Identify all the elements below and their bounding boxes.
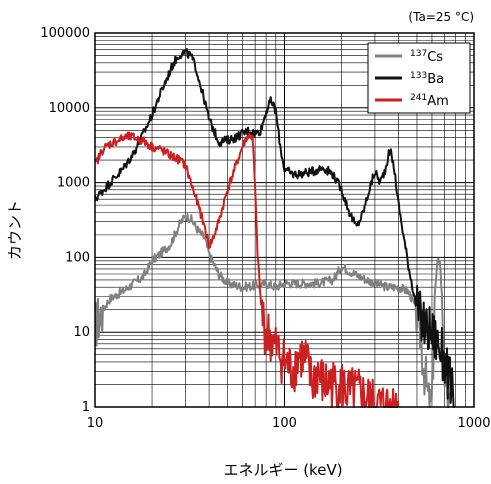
series-line-ba	[94, 47, 455, 408]
x-axis-label: エネルギー (keV)	[223, 461, 342, 479]
legend-label-cs137: 137Cs	[410, 49, 443, 65]
x-tick-label: 10	[87, 416, 104, 431]
plot-frame	[94, 32, 475, 408]
series-line-cs	[94, 212, 451, 408]
y-tick-label: 100	[65, 250, 90, 265]
x-tick-label: 1000	[457, 416, 490, 431]
y-tick-label: 1000	[57, 176, 90, 191]
x-tick-label: 100	[272, 416, 297, 431]
legend-label-ba133: 133Ba	[410, 71, 444, 87]
series-line-am	[94, 131, 400, 408]
y-axis-label: カウント	[6, 200, 24, 260]
legend: 137Cs 133Ba 241Am	[367, 42, 471, 114]
legend-label-am241: 241Am	[410, 93, 449, 109]
y-tick-label: 100000	[40, 26, 90, 41]
temperature-note: (Ta=25 °C)	[408, 10, 474, 24]
y-tick-label: 10	[73, 325, 90, 340]
y-tick-label: 10000	[49, 101, 90, 116]
series-layer	[94, 47, 455, 408]
y-tick-label: 1	[82, 400, 90, 415]
